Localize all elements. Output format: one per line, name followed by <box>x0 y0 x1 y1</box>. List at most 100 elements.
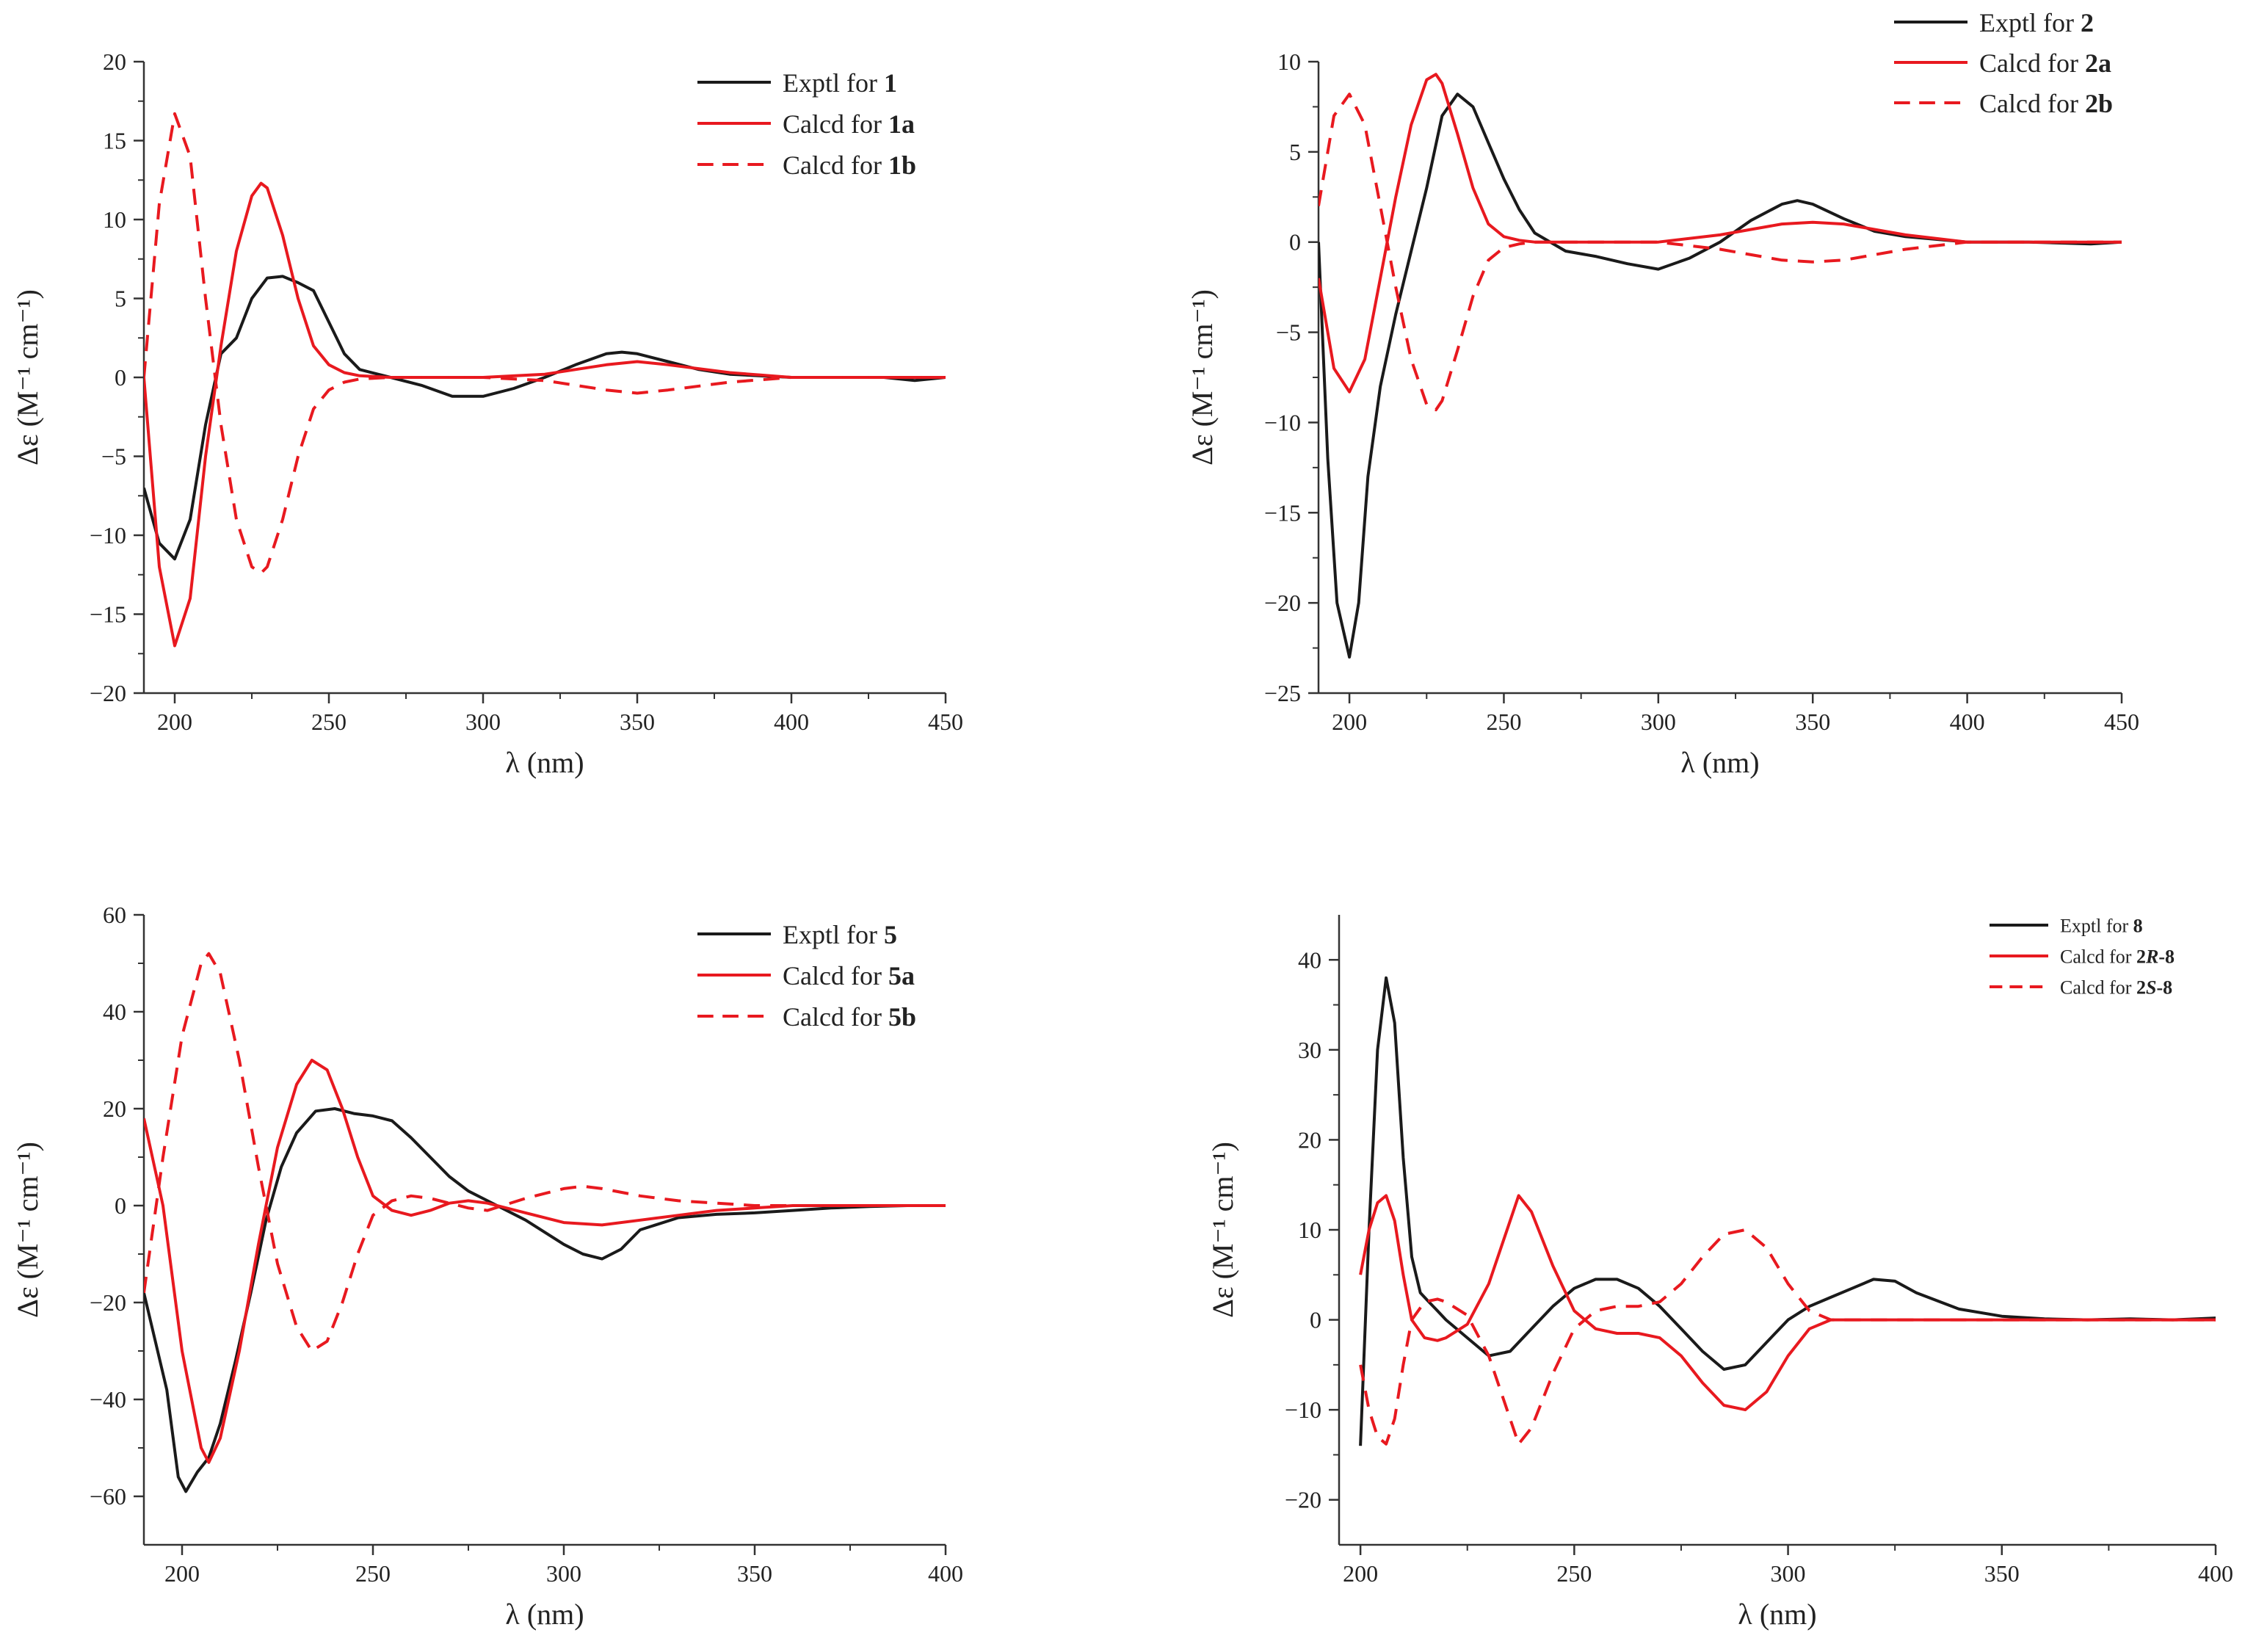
series-line <box>1319 93 2122 412</box>
y-tick-label: 0 <box>1289 229 1301 256</box>
series-line <box>1319 93 2122 659</box>
legend-label: Calcd for 2S-8 <box>2060 977 2172 998</box>
legend-label-compound: 2a <box>2085 48 2111 78</box>
y-tick-label: −10 <box>1285 1396 1321 1423</box>
series-line <box>144 1107 946 1493</box>
x-tick-label: 300 <box>1641 709 1676 735</box>
y-tick-label: 20 <box>103 48 126 75</box>
x-tick-label: 250 <box>355 1560 391 1587</box>
x-axis-label: λ (nm) <box>1680 746 1759 779</box>
x-tick-label: 250 <box>311 709 347 735</box>
y-tick-label: −15 <box>90 601 126 628</box>
series-line <box>144 181 946 648</box>
y-tick-label: 40 <box>1298 946 1321 973</box>
series-line <box>1319 73 2122 394</box>
x-tick-label: 250 <box>1486 709 1521 735</box>
legend-label-text: Calcd for <box>2060 946 2136 967</box>
x-tick-label: 400 <box>774 709 809 735</box>
legend-label-text: Exptl for <box>1979 8 2081 37</box>
y-tick-label: 15 <box>103 128 126 154</box>
legend-label-text: Calcd for <box>783 109 888 139</box>
legend-label-text: Exptl for <box>2060 915 2133 936</box>
legend-label-text: Calcd for <box>783 961 888 990</box>
y-tick-label: 20 <box>1298 1126 1321 1153</box>
y-axis-label: Δε (M⁻¹ cm⁻¹) <box>11 1142 44 1318</box>
x-tick-label: 200 <box>157 709 192 735</box>
legend-label: Calcd for 1b <box>783 151 916 180</box>
series-line <box>144 275 946 561</box>
x-tick-label: 350 <box>1795 709 1830 735</box>
y-tick-label: −5 <box>101 443 126 470</box>
x-tick-label: 200 <box>1332 709 1367 735</box>
x-tick-label: 250 <box>1556 1560 1592 1587</box>
legend-label-compound: 1 <box>884 68 897 98</box>
y-tick-label: 10 <box>103 206 126 233</box>
series-line <box>144 112 946 575</box>
y-tick-label: 5 <box>1289 139 1301 165</box>
legend-label: Calcd for 5a <box>783 961 915 990</box>
legend-label-compound: 8 <box>2133 915 2143 936</box>
x-tick-label: 350 <box>620 709 655 735</box>
legend-label-text: Calcd for <box>1979 48 2085 78</box>
y-tick-label: −15 <box>1264 499 1301 526</box>
y-tick-label: 10 <box>1277 48 1301 75</box>
legend-label: Calcd for 5b <box>783 1002 916 1032</box>
x-tick-label: 350 <box>1984 1560 2020 1587</box>
legend-label-text: Calcd for <box>783 1002 888 1032</box>
legend-label: Exptl for 8 <box>2060 915 2143 936</box>
y-tick-label: 0 <box>115 1192 126 1219</box>
compound-part: 2 <box>2136 946 2146 967</box>
legend-label-compound: 5a <box>888 961 915 990</box>
x-axis-label: λ (nm) <box>505 1598 584 1631</box>
y-tick-label: 20 <box>103 1095 126 1122</box>
x-tick-label: 200 <box>1343 1560 1378 1587</box>
legend-label: Calcd for 2a <box>1979 48 2111 78</box>
x-tick-label: 200 <box>164 1560 200 1587</box>
x-tick-label: 350 <box>737 1560 772 1587</box>
legend-label: Exptl for 1 <box>783 68 897 98</box>
y-tick-label: 60 <box>103 902 126 928</box>
x-tick-label: 400 <box>928 1560 963 1587</box>
compound-part: -8 <box>2158 946 2175 967</box>
chart-panel-2: 200 250 300 350 400 450 −25 −20 −15 −10 −5 0 5 10 λ (n… <box>1186 8 2139 779</box>
legend-label-compound: 5 <box>884 920 897 949</box>
y-tick-label: −5 <box>1276 319 1301 346</box>
series-line <box>1359 1194 2216 1412</box>
legend-label: Exptl for 2 <box>1979 8 2094 37</box>
compound-italic: R <box>2145 946 2158 967</box>
x-axis-label: λ (nm) <box>505 746 584 779</box>
x-tick-label: 400 <box>1950 709 1985 735</box>
y-tick-label: −40 <box>90 1386 126 1413</box>
y-tick-label: 0 <box>115 364 126 391</box>
legend-label-compound: 2R-8 <box>2136 946 2175 967</box>
compound-italic: S <box>2146 977 2156 998</box>
legend-label: Calcd for 2b <box>1979 89 2113 118</box>
legend-label-compound: 1b <box>888 151 916 180</box>
legend-label-compound: 2S-8 <box>2136 977 2172 998</box>
y-tick-label: 0 <box>1310 1307 1321 1333</box>
compound-part: -8 <box>2156 977 2172 998</box>
legend-label-compound: 1a <box>888 109 915 139</box>
compound-part: 2 <box>2136 977 2146 998</box>
series-line <box>144 952 946 1352</box>
y-tick-label: 40 <box>103 999 126 1025</box>
y-tick-label: −25 <box>1264 680 1301 706</box>
legend-label-text: Exptl for <box>783 920 884 949</box>
legend-label: Exptl for 5 <box>783 920 897 949</box>
legend-label-text: Calcd for <box>1979 89 2085 118</box>
series-line <box>1359 1228 2216 1446</box>
y-axis-label: Δε (M⁻¹ cm⁻¹) <box>11 289 44 465</box>
y-tick-label: −10 <box>90 522 126 548</box>
y-tick-label: 10 <box>1298 1217 1321 1243</box>
x-tick-label: 300 <box>465 709 501 735</box>
y-tick-label: 5 <box>115 286 126 312</box>
chart-panel-8: 200 250 300 350 400 −20 −10 0 10 20 30 40 λ (nm) Δε (… <box>1206 915 2233 1631</box>
y-tick-label: −20 <box>1285 1487 1321 1513</box>
chart-panel-5: 200 250 300 350 400 −60 −40 −20 0 20 40 60 λ (nm) Δε … <box>11 902 963 1631</box>
y-tick-label: −10 <box>1264 409 1301 435</box>
x-tick-label: 450 <box>928 709 963 735</box>
legend-label-compound: 2b <box>2085 89 2113 118</box>
y-tick-label: −20 <box>1264 590 1301 616</box>
legend-label-text: Calcd for <box>2060 977 2136 998</box>
